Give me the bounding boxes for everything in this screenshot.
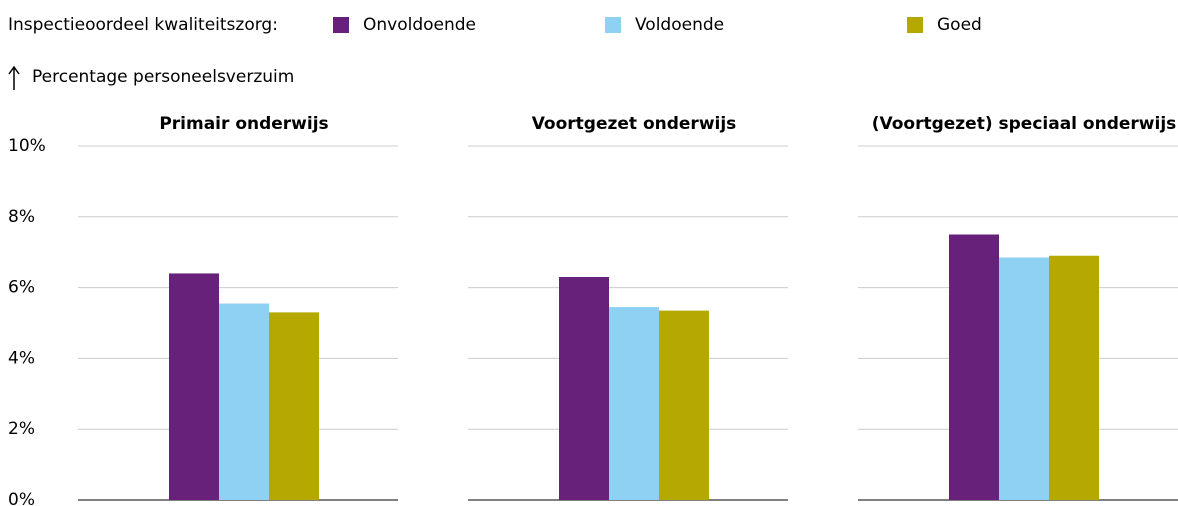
bar (269, 312, 319, 500)
bar (659, 310, 709, 500)
bar (609, 307, 659, 500)
bar (949, 234, 999, 500)
y-tick-label: 6% (8, 278, 35, 298)
y-tick-label: 0% (8, 490, 35, 506)
legend-label: Goed (937, 15, 982, 35)
bar (1049, 255, 1099, 500)
axis-arrow (8, 65, 20, 90)
panel-title: Voortgezet onderwijs (532, 114, 737, 134)
y-tick-label: 4% (8, 348, 35, 368)
y-tick-label: 10% (8, 136, 46, 156)
legend-swatch (333, 17, 349, 33)
y-tick-label: 8% (8, 207, 35, 227)
legend-label: Voldoende (635, 15, 724, 35)
panel-title: (Voortgezet) speciaal onderwijs (872, 114, 1177, 134)
bar (559, 276, 609, 500)
bar (169, 273, 219, 500)
y-tick-label: 2% (8, 419, 35, 439)
bar (219, 303, 269, 500)
legend-swatch (605, 17, 621, 33)
y-axis-label: Percentage personeelsverzuim (32, 67, 294, 87)
bar (999, 257, 1049, 500)
legend-swatch (907, 17, 923, 33)
legend-label: Onvoldoende (363, 15, 476, 35)
panel-title: Primair onderwijs (159, 114, 328, 134)
legend-title: Inspectieoordeel kwaliteitszorg: (8, 15, 278, 35)
